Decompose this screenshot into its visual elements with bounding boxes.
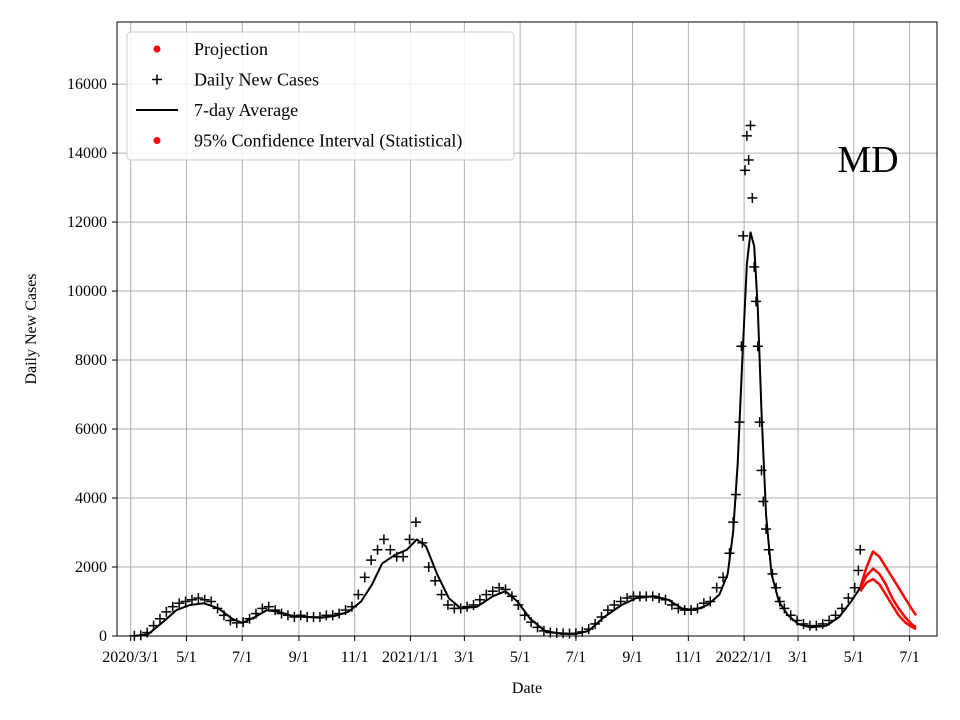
- y-tick-label: 12000: [67, 214, 107, 231]
- daily-case-marker: [749, 261, 760, 272]
- y-tick-label: 10000: [67, 283, 107, 300]
- daily-case-marker: [817, 618, 828, 629]
- daily-case-marker: [372, 544, 383, 555]
- x-tick-label: 11/1: [674, 649, 702, 666]
- legend-label: Projection: [194, 39, 268, 59]
- daily-case-marker: [193, 593, 204, 604]
- legend-plus-marker: [152, 74, 162, 85]
- daily-case-marker: [430, 575, 441, 586]
- daily-case-marker: [743, 154, 754, 165]
- daily-case-marker: [761, 524, 772, 535]
- daily-case-marker: [500, 584, 511, 595]
- daily-case-marker: [186, 594, 197, 605]
- x-tick-label: 3/1: [788, 649, 808, 666]
- daily-case-marker: [442, 599, 453, 610]
- legend-label: 95% Confidence Interval (Statistical): [194, 131, 462, 152]
- daily-case-marker: [752, 341, 763, 352]
- daily-case-marker: [711, 582, 722, 593]
- legend-frame: [126, 31, 515, 161]
- daily-case-marker: [853, 565, 864, 576]
- 95-confidence-interval-statistical-upper-line: [859, 550, 918, 616]
- y-axis-label: Daily New Cases: [23, 273, 40, 384]
- daily-case-marker: [740, 165, 751, 176]
- x-tick-label: 3/1: [454, 649, 474, 666]
- x-tick-label: 7/1: [899, 649, 919, 666]
- daily-case-marker: [423, 562, 434, 573]
- daily-case-marker: [468, 599, 479, 610]
- daily-case-marker: [849, 582, 860, 593]
- daily-case-marker: [747, 192, 758, 203]
- daily-case-marker: [385, 544, 396, 555]
- projection-line: [859, 567, 917, 629]
- daily-case-marker: [855, 544, 866, 555]
- daily-case-marker: [758, 496, 769, 507]
- x-tick-label: 5/1: [510, 649, 530, 666]
- daily-case-marker: [353, 589, 364, 600]
- plot-area: [129, 120, 918, 641]
- y-tick-label: 16000: [67, 76, 107, 93]
- y-tick-label: 8000: [75, 352, 107, 369]
- daily-case-marker: [410, 517, 421, 528]
- x-tick-label: 7/1: [566, 649, 586, 666]
- daily-case-marker: [736, 341, 747, 352]
- daily-case-marker: [754, 417, 765, 428]
- 95-confidence-interval-statistical-lower-line: [859, 577, 917, 631]
- daily-case-marker: [378, 534, 389, 545]
- legend-dot-marker: [153, 45, 161, 53]
- x-tick-label: 11/1: [341, 649, 369, 666]
- x-axis-ticks: 2020/3/1 5/1 7/1 9/1 11/1 2021/1/1 3/1 5/1 7/1 9/…: [102, 636, 920, 666]
- x-tick-label: 9/1: [622, 649, 642, 666]
- x-tick-label: 5/1: [176, 649, 196, 666]
- daily-case-marker: [487, 586, 498, 597]
- y-tick-label: 2000: [75, 559, 107, 576]
- daily-case-marker: [843, 593, 854, 604]
- y-axis-ticks: 0 2000 4000 6000 8000 10000 12000 14000 16000: [67, 76, 117, 645]
- daily-case-marker: [398, 551, 409, 562]
- daily-case-marker: [750, 296, 761, 307]
- daily-case-marker: [154, 613, 165, 624]
- legend-label: Daily New Cases: [194, 70, 319, 90]
- daily-case-marker: [404, 534, 415, 545]
- daily-case-marker: [174, 598, 185, 609]
- x-tick-label: 9/1: [289, 649, 309, 666]
- daily-case-marker: [167, 601, 178, 612]
- x-tick-label: 2021/1/1: [382, 649, 439, 666]
- daily-case-marker: [609, 599, 620, 610]
- daily-case-marker: [180, 596, 191, 607]
- daily-case-marker: [738, 230, 749, 241]
- daily-case-marker: [494, 582, 505, 593]
- daily-case-marker: [745, 120, 756, 131]
- daily-case-marker: [161, 606, 172, 617]
- daily-case-marker: [741, 130, 752, 141]
- y-tick-label: 14000: [67, 145, 107, 162]
- legend: Projection Daily New Cases 7-day Average 95…: [126, 31, 515, 161]
- daily-case-marker: [481, 589, 492, 600]
- y-tick-label: 4000: [75, 490, 107, 507]
- x-axis-label: Date: [512, 680, 542, 697]
- legend-dot-marker: [153, 137, 161, 144]
- legend-label: 7-day Average: [194, 100, 298, 120]
- plot-frame: [116, 21, 938, 637]
- x-tick-label: 5/1: [844, 649, 864, 666]
- x-tick-label: 2020/3/1: [102, 649, 159, 666]
- daily-case-marker: [295, 610, 306, 621]
- 7-day-average-line: [134, 231, 862, 637]
- x-tick-label: 2022/1/1: [716, 649, 773, 666]
- state-label: MD: [837, 139, 898, 181]
- y-tick-label: 6000: [75, 421, 107, 438]
- x-tick-label: 7/1: [232, 649, 252, 666]
- daily-case-marker: [436, 589, 447, 600]
- daily-case-marker: [366, 555, 377, 566]
- y-tick-label: 0: [99, 628, 107, 645]
- daily-case-marker: [474, 594, 485, 605]
- daily-case-marker: [359, 572, 370, 583]
